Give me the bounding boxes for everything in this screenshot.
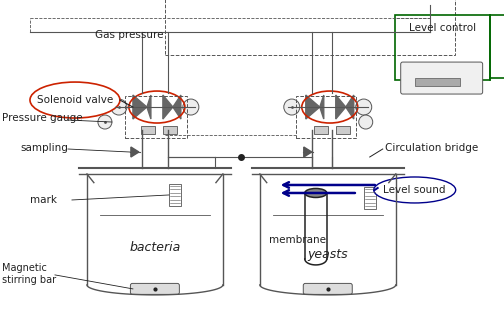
- Text: bacteria: bacteria: [129, 241, 180, 255]
- Bar: [364, 187, 375, 209]
- Text: Solenoid valve: Solenoid valve: [37, 95, 113, 105]
- Ellipse shape: [305, 188, 327, 198]
- Ellipse shape: [30, 82, 120, 118]
- Polygon shape: [336, 95, 346, 119]
- Bar: [336, 126, 350, 134]
- Circle shape: [111, 99, 127, 115]
- Circle shape: [284, 99, 300, 115]
- Bar: [169, 184, 181, 206]
- FancyBboxPatch shape: [303, 284, 352, 295]
- Ellipse shape: [374, 177, 456, 203]
- Polygon shape: [163, 95, 173, 119]
- Text: Gas pressure: Gas pressure: [95, 30, 163, 40]
- Polygon shape: [306, 95, 320, 119]
- Bar: [165, 0, 455, 55]
- Polygon shape: [133, 95, 147, 119]
- Bar: [296, 96, 356, 138]
- Polygon shape: [346, 95, 354, 119]
- Polygon shape: [147, 95, 151, 119]
- Polygon shape: [304, 147, 312, 157]
- Bar: [415, 78, 460, 86]
- Bar: [314, 126, 328, 134]
- FancyBboxPatch shape: [401, 62, 483, 94]
- Text: mark: mark: [30, 195, 57, 205]
- Bar: [163, 126, 177, 134]
- Circle shape: [183, 99, 199, 115]
- Text: Level sound: Level sound: [384, 185, 446, 195]
- Text: yeasts: yeasts: [307, 249, 348, 261]
- Text: Circulation bridge: Circulation bridge: [385, 143, 478, 153]
- Circle shape: [359, 115, 373, 129]
- Text: membrane: membrane: [269, 235, 326, 245]
- FancyBboxPatch shape: [131, 284, 179, 295]
- Text: Pressure gauge: Pressure gauge: [2, 113, 83, 123]
- Circle shape: [356, 99, 372, 115]
- Bar: [395, 15, 490, 80]
- Bar: [125, 96, 187, 138]
- Text: sampling: sampling: [20, 143, 68, 153]
- Polygon shape: [320, 95, 324, 119]
- Circle shape: [98, 115, 112, 129]
- Text: Level control: Level control: [409, 23, 476, 33]
- Bar: [141, 126, 155, 134]
- Text: Magnetic
stirring bar: Magnetic stirring bar: [2, 263, 56, 285]
- Polygon shape: [131, 147, 139, 157]
- Polygon shape: [173, 95, 181, 119]
